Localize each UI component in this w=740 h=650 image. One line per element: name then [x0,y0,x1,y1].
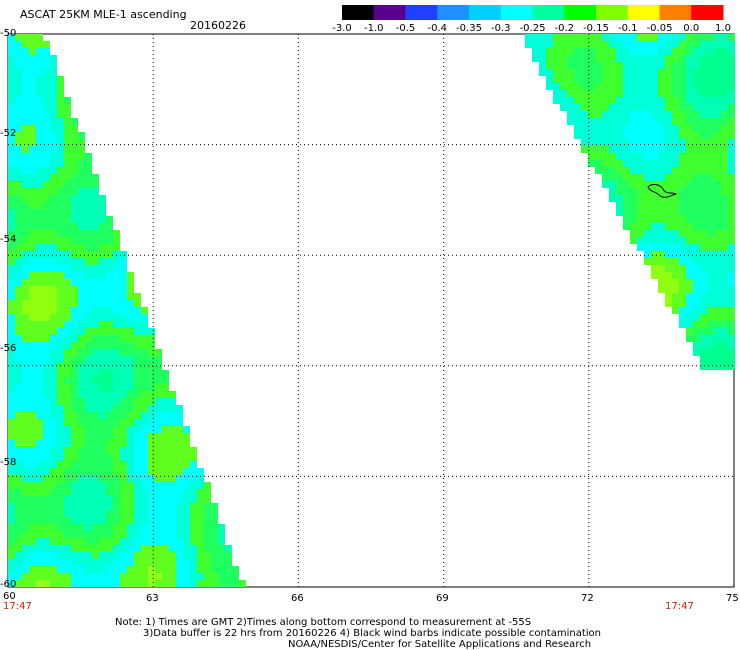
lon-label-60: 60 [3,591,16,602]
lon-label-75: 75 [726,593,739,604]
lat-label-54: -54 [0,234,17,245]
map-date: 20160226 [190,19,246,32]
note-line-3: NOAA/NESDIS/Center for Satellite Applica… [288,639,592,650]
colorbar-tick-label: -0.4 [427,23,448,34]
colorbar-tick-label: -0.15 [583,23,609,34]
colorbar-swatch [627,5,660,20]
colorbar-swatch [532,5,565,20]
lat-label-52: -52 [0,128,17,139]
colorbar [342,5,724,20]
time-right: 17:47 [665,601,694,612]
lon-label-72: 72 [581,593,594,604]
colorbar-tick-label: -0.25 [519,23,546,34]
lon-label-66: 66 [291,593,304,604]
colorbar-swatch [342,5,375,20]
colorbar-swatch [469,5,502,20]
colorbar-swatch [659,5,692,20]
colorbar-tick-label: -0.2 [554,23,575,34]
time-left: 17:47 [3,601,32,612]
lat-label-56: -56 [0,343,17,354]
note-line-1: Note: 1) Times are GMT 2)Times along bot… [115,617,532,628]
colorbar-tick-label: -0.35 [456,23,482,34]
colorbar-swatch [691,5,724,20]
colorbar-tick-label: 1.0 [715,23,731,34]
data-swath [8,34,735,587]
colorbar-tick-label: -0.05 [646,23,673,34]
map-title: ASCAT 25KM MLE-1 ascending [20,8,187,21]
colorbar-tick-label: -3.0 [332,23,352,34]
colorbar-swatch [564,5,597,20]
lon-label-63: 63 [146,593,159,604]
colorbar-tick-label: -0.1 [617,23,638,34]
colorbar-tick-label: 0.0 [683,23,700,34]
wind-barb-contamination [647,184,678,198]
lat-label-50: -50 [0,28,17,39]
lon-label-69: 69 [436,593,449,604]
colorbar-swatch [596,5,629,20]
colorbar-tick-label: -1.0 [363,23,384,34]
colorbar-tick-label: -0.5 [395,23,416,34]
colorbar-swatch [437,5,470,20]
colorbar-tick-label: -0.3 [490,23,511,34]
lat-label-58: -58 [0,457,17,468]
colorbar-swatch [373,5,406,20]
note-line-2: 3)Data buffer is 22 hrs from 20160226 4)… [143,628,601,639]
colorbar-swatch [500,5,533,20]
graticule [8,34,734,587]
colorbar-swatch [405,5,438,20]
lat-label-60: -60 [0,579,17,590]
